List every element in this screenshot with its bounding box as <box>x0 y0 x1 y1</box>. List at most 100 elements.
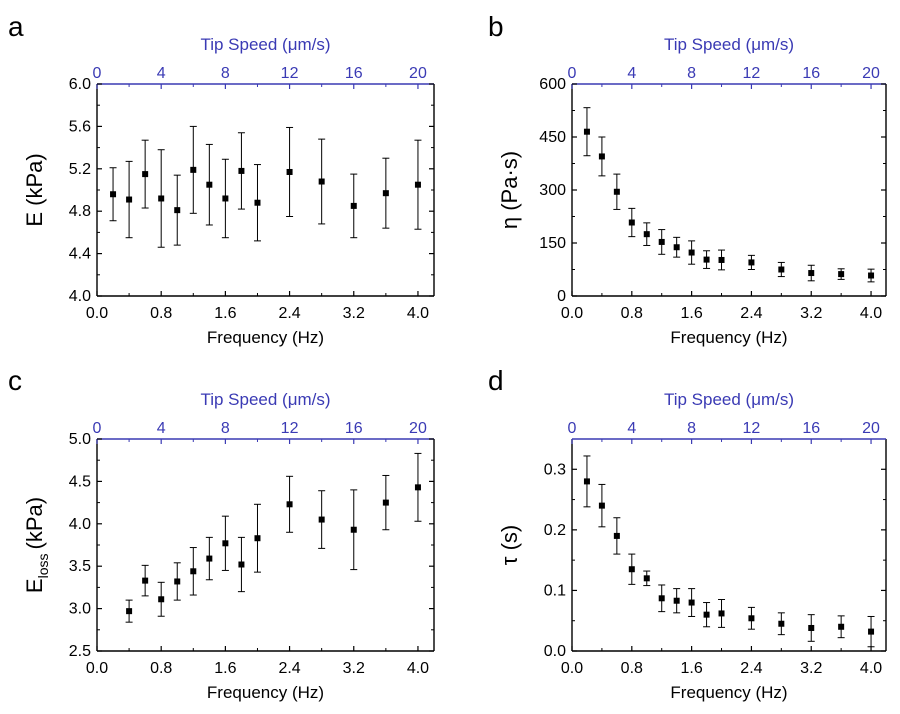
data-point <box>658 238 665 245</box>
data-point <box>643 575 650 582</box>
y-tick-label: 3.0 <box>69 601 91 618</box>
y-axis-title-sub: loss <box>35 553 51 578</box>
y-axis-title-main: E <box>22 578 47 593</box>
x2-axis-title: Tip Speed (μm/s) <box>664 35 794 54</box>
y-tick-label: 5.0 <box>69 431 91 448</box>
panel-label: b <box>488 11 504 42</box>
y-tick-label: 0.1 <box>544 582 566 599</box>
x2-tick-label: 0 <box>568 65 577 82</box>
data-point <box>598 153 605 160</box>
x-tick-label: 1.6 <box>680 660 702 677</box>
y-axis-title: τ (s) <box>497 525 522 565</box>
x2-tick-label: 12 <box>281 65 299 82</box>
data-point <box>808 624 815 631</box>
x2-tick-label: 16 <box>345 420 363 437</box>
x2-tick-label: 4 <box>627 65 636 82</box>
y-tick-label: 0.3 <box>544 461 566 478</box>
panel-label: a <box>8 11 24 42</box>
data-point <box>190 568 197 575</box>
data-point <box>868 272 875 279</box>
data-point <box>318 178 325 185</box>
y-axis-title: η (Pa·s) <box>497 151 522 229</box>
data-point <box>254 535 261 542</box>
data-point <box>778 620 785 627</box>
x2-tick-label: 16 <box>802 65 820 82</box>
data-point <box>158 195 165 202</box>
x-tick-label: 3.2 <box>800 305 822 322</box>
data-point <box>718 610 725 617</box>
data-point <box>222 540 229 547</box>
data-point <box>318 516 325 523</box>
data-point <box>286 168 293 175</box>
y-axis-title: E (kPa) <box>22 153 47 226</box>
x2-tick-label: 20 <box>862 420 880 437</box>
x2-tick-label: 0 <box>93 65 102 82</box>
x2-tick-label: 4 <box>157 420 166 437</box>
y-tick-label: 4.0 <box>69 516 91 533</box>
x2-tick-label: 0 <box>93 420 102 437</box>
data-point <box>643 231 650 238</box>
x-tick-label: 2.4 <box>740 660 762 677</box>
x-tick-label: 3.2 <box>343 305 365 322</box>
data-point <box>414 181 421 188</box>
data-point <box>142 577 149 584</box>
x2-tick-label: 8 <box>687 65 696 82</box>
x2-tick-label: 8 <box>687 420 696 437</box>
data-point <box>748 259 755 266</box>
data-point <box>703 611 710 618</box>
x2-tick-label: 4 <box>627 420 636 437</box>
data-point <box>382 499 389 506</box>
x2-tick-label: 16 <box>345 65 363 82</box>
x-tick-label: 0.0 <box>86 305 108 322</box>
data-point <box>808 270 815 277</box>
x2-tick-label: 20 <box>409 420 427 437</box>
data-point <box>382 190 389 197</box>
data-point <box>748 615 755 622</box>
data-point <box>174 207 181 214</box>
x-tick-label: 1.6 <box>214 660 236 677</box>
y-tick-label: 0.2 <box>544 522 566 539</box>
x-tick-label: 1.6 <box>680 305 702 322</box>
y-tick-label: 4.8 <box>69 203 91 220</box>
data-point <box>142 171 149 178</box>
data-point <box>174 578 181 585</box>
x2-tick-label: 20 <box>862 65 880 82</box>
data-point <box>688 599 695 606</box>
data-point <box>658 595 665 602</box>
data-point <box>238 561 245 568</box>
y-tick-label: 0 <box>557 288 566 305</box>
data-point <box>110 191 117 198</box>
x2-tick-label: 8 <box>221 420 230 437</box>
data-point <box>628 566 635 573</box>
data-point <box>286 501 293 508</box>
data-point <box>613 532 620 539</box>
x-tick-label: 4.0 <box>860 305 882 322</box>
y-axis-title: Eloss (kPa) <box>22 497 51 593</box>
x-tick-label: 4.0 <box>407 660 429 677</box>
y-tick-label: 5.6 <box>69 118 91 135</box>
x-tick-label: 0.0 <box>561 660 583 677</box>
data-point <box>190 166 197 173</box>
x2-tick-label: 8 <box>221 65 230 82</box>
x-tick-label: 0.8 <box>150 305 172 322</box>
y-tick-label: 5.2 <box>69 161 91 178</box>
data-point <box>583 128 590 135</box>
data-point <box>838 623 845 630</box>
data-point <box>718 256 725 263</box>
x-tick-label: 0.8 <box>150 660 172 677</box>
data-point <box>158 596 165 603</box>
y-tick-label: 4.4 <box>69 246 91 263</box>
data-point <box>126 196 133 203</box>
data-point <box>838 271 845 278</box>
y-tick-label: 300 <box>539 182 566 199</box>
x-tick-label: 2.4 <box>740 305 762 322</box>
data-point <box>613 188 620 195</box>
data-point <box>126 608 133 615</box>
x-tick-label: 3.2 <box>800 660 822 677</box>
x-tick-label: 2.4 <box>278 305 300 322</box>
x2-tick-label: 12 <box>743 420 761 437</box>
y-tick-label: 2.5 <box>69 643 91 660</box>
data-point <box>254 199 261 206</box>
x-tick-label: 4.0 <box>860 660 882 677</box>
data-point <box>206 181 213 188</box>
